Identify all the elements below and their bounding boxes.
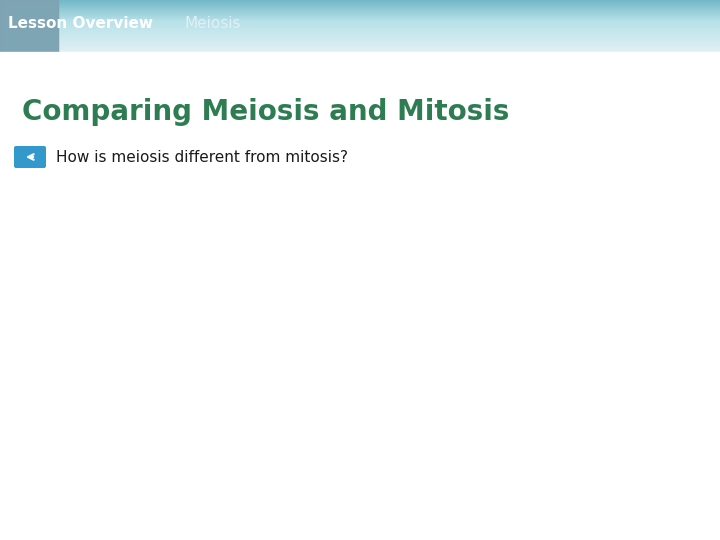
Bar	[0, 32, 720, 33]
Bar	[0, 21, 720, 22]
Bar	[0, 31, 720, 32]
Bar	[0, 47, 720, 48]
Bar	[0, 37, 720, 38]
Bar	[0, 0, 58, 52]
Text: Comparing Meiosis and Mitosis: Comparing Meiosis and Mitosis	[22, 98, 509, 126]
Bar	[0, 49, 720, 50]
Bar	[0, 50, 720, 51]
Bar	[0, 8, 720, 9]
Bar	[0, 41, 720, 42]
Bar	[0, 4, 720, 5]
Bar	[0, 3, 720, 4]
Bar	[0, 23, 720, 24]
Bar	[0, 13, 720, 14]
Bar	[0, 25, 720, 26]
Text: Lesson Overview: Lesson Overview	[8, 16, 153, 31]
Bar	[0, 28, 720, 29]
FancyBboxPatch shape	[14, 146, 46, 168]
Bar	[0, 45, 720, 46]
Bar	[0, 19, 720, 20]
Bar	[0, 38, 720, 39]
Bar	[0, 18, 720, 19]
Bar	[0, 10, 720, 11]
Bar	[0, 43, 720, 44]
Bar	[0, 42, 720, 43]
Bar	[0, 46, 720, 47]
Bar	[0, 17, 720, 18]
Bar	[0, 30, 720, 31]
Bar	[0, 39, 720, 40]
Bar	[0, 0, 720, 1]
Bar	[0, 29, 720, 30]
Bar	[0, 7, 720, 8]
Bar	[0, 48, 720, 49]
Bar	[0, 51, 720, 52]
Bar	[0, 24, 720, 25]
Bar	[0, 33, 720, 34]
Bar	[0, 11, 720, 12]
Bar	[0, 6, 720, 7]
Bar	[0, 36, 720, 37]
Bar	[0, 40, 720, 41]
Bar	[0, 26, 720, 28]
Bar	[0, 14, 720, 15]
Bar	[0, 12, 720, 13]
Text: Meiosis: Meiosis	[185, 16, 241, 31]
Bar	[0, 44, 720, 45]
Text: How is meiosis different from mitosis?: How is meiosis different from mitosis?	[56, 150, 348, 165]
Bar	[0, 22, 720, 23]
Bar	[0, 20, 720, 21]
Bar	[0, 0, 58, 52]
Bar	[0, 1, 720, 2]
Bar	[0, 5, 720, 6]
Bar	[0, 16, 720, 17]
Bar	[0, 9, 720, 10]
Bar	[0, 34, 720, 35]
Bar	[0, 2, 720, 3]
Bar	[0, 35, 720, 36]
Bar	[0, 15, 720, 16]
